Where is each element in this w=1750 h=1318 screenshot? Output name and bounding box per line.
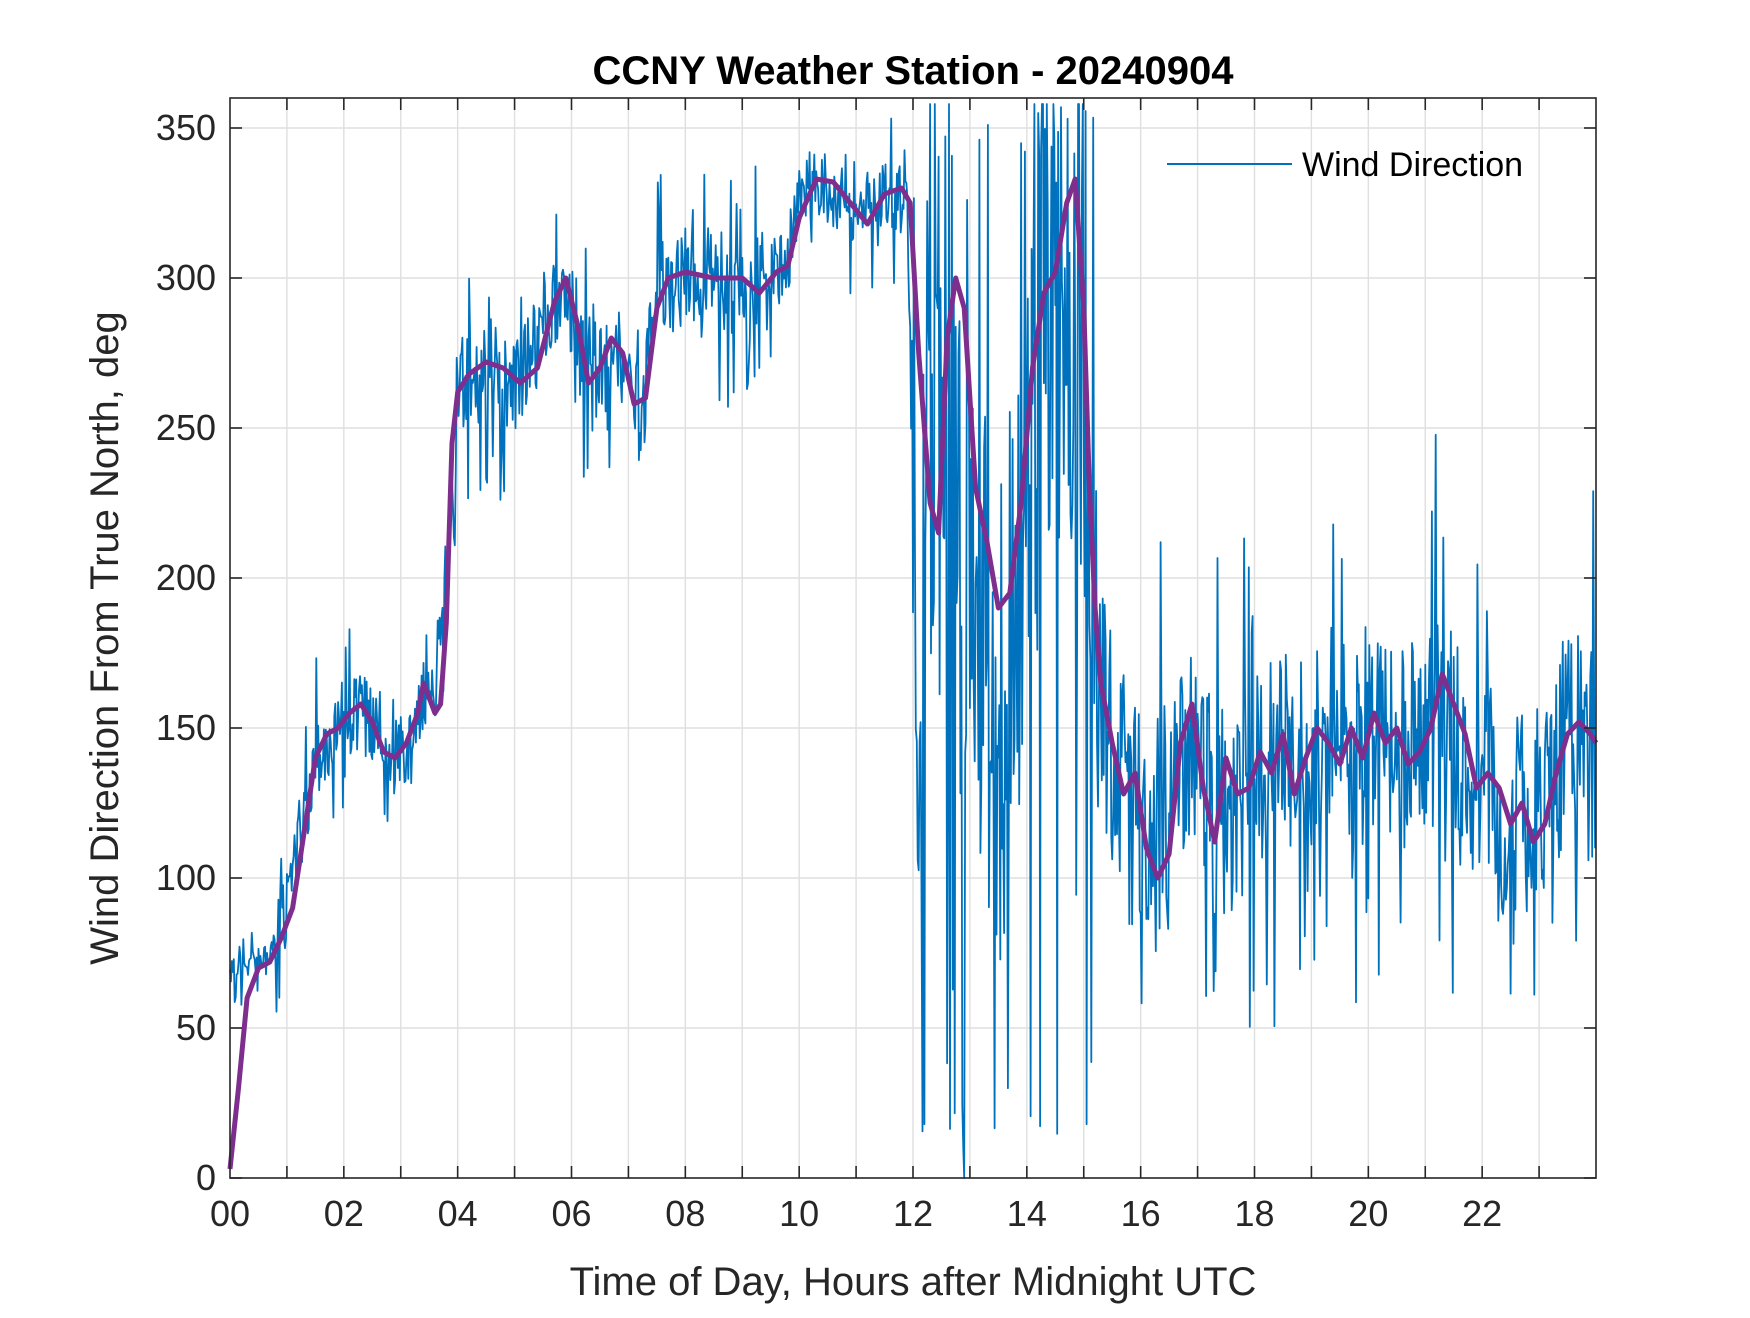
series-wind-direction-smoothed <box>227 176 1599 1170</box>
y-tick-label: 350 <box>156 107 216 148</box>
series-wind-direction-raw <box>229 103 1596 1179</box>
y-tick-label: 300 <box>156 257 216 298</box>
x-tick-label: 00 <box>210 1193 250 1234</box>
y-tick-label: 50 <box>176 1007 216 1048</box>
x-tick-label: 08 <box>665 1193 705 1234</box>
x-tick-label: 20 <box>1348 1193 1388 1234</box>
y-tick-label: 200 <box>156 557 216 598</box>
series-layer <box>227 103 1599 1179</box>
tick-layer: 00 02 04 06 08 10 12 14 16 18 20 22 0 50 100 150 200 250 3… <box>156 98 1596 1234</box>
x-tick-label: 10 <box>779 1193 819 1234</box>
chart-title: CCNY Weather Station - 20240904 <box>593 49 1235 93</box>
y-tick-label: 100 <box>156 857 216 898</box>
x-tick-label: 14 <box>1007 1193 1047 1234</box>
x-tick-label: 02 <box>324 1193 364 1234</box>
x-tick-label: 22 <box>1462 1193 1502 1234</box>
y-axis-label: Wind Direction From True North, deg <box>83 311 127 965</box>
y-tick-label: 250 <box>156 407 216 448</box>
y-tick-label: 0 <box>196 1157 216 1198</box>
x-axis-label: Time of Day, Hours after Midnight UTC <box>570 1260 1257 1304</box>
x-tick-label: 16 <box>1121 1193 1161 1234</box>
x-tick-label: 04 <box>438 1193 478 1234</box>
legend: Wind Direction <box>1167 146 1523 184</box>
legend-label-wind-direction: Wind Direction <box>1302 146 1523 184</box>
y-tick-label: 150 <box>156 707 216 748</box>
x-tick-label: 06 <box>551 1193 591 1234</box>
x-tick-label: 18 <box>1234 1193 1274 1234</box>
x-tick-label: 12 <box>893 1193 933 1234</box>
